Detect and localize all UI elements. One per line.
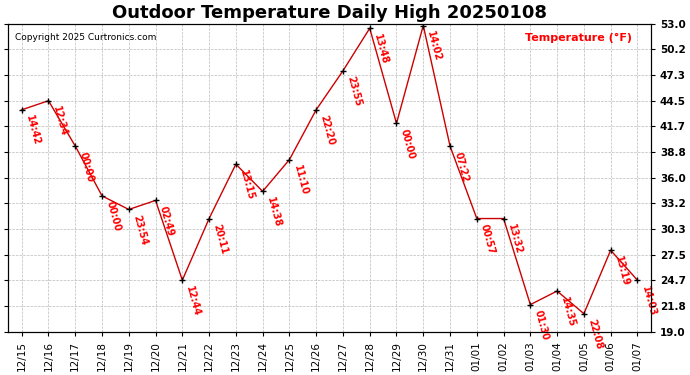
- Text: 00:00: 00:00: [77, 151, 95, 183]
- Text: 12:44: 12:44: [184, 285, 202, 317]
- Text: 00:00: 00:00: [399, 128, 416, 160]
- Text: 13:48: 13:48: [372, 33, 390, 65]
- Text: 23:55: 23:55: [345, 75, 363, 108]
- Text: 02:49: 02:49: [158, 205, 175, 237]
- Text: Copyright 2025 Curtronics.com: Copyright 2025 Curtronics.com: [14, 33, 156, 42]
- Text: 12:34: 12:34: [50, 105, 68, 138]
- Text: 14:03: 14:03: [640, 285, 658, 317]
- Text: 14:02: 14:02: [426, 30, 443, 63]
- Text: 23:54: 23:54: [131, 214, 148, 246]
- Title: Outdoor Temperature Daily High 20250108: Outdoor Temperature Daily High 20250108: [112, 4, 547, 22]
- Text: 13:19: 13:19: [613, 255, 631, 287]
- Text: 13:15: 13:15: [238, 169, 256, 201]
- Text: 00:57: 00:57: [479, 223, 497, 256]
- Text: 14:35: 14:35: [560, 296, 577, 328]
- Text: 00:00: 00:00: [104, 200, 122, 233]
- Text: 14:42: 14:42: [24, 114, 41, 147]
- Text: 14:38: 14:38: [265, 196, 282, 228]
- Text: 07:22: 07:22: [452, 151, 470, 183]
- Text: 22:08: 22:08: [586, 318, 604, 351]
- Text: 11:10: 11:10: [292, 164, 309, 197]
- Text: Temperature (°F): Temperature (°F): [524, 33, 631, 43]
- Text: 22:20: 22:20: [318, 114, 336, 147]
- Text: 01:30: 01:30: [533, 309, 550, 342]
- Text: 20:11: 20:11: [211, 223, 229, 256]
- Text: 13:32: 13:32: [506, 223, 524, 256]
